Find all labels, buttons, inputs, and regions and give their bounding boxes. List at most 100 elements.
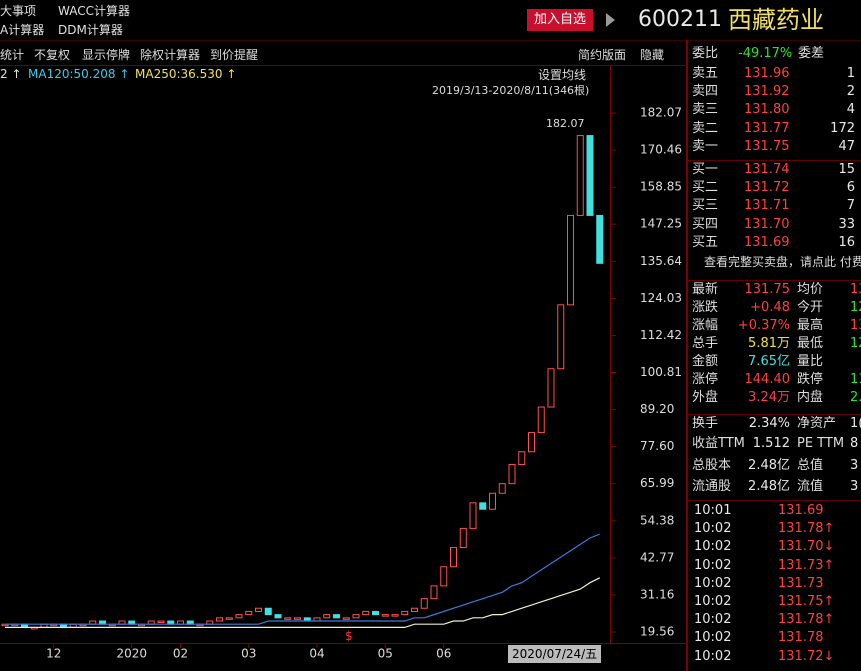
divider	[688, 280, 861, 281]
back-arrow[interactable]	[606, 13, 615, 27]
candle	[420, 598, 428, 609]
stat-value: 3	[850, 458, 859, 473]
book-price: 131.92	[744, 84, 790, 100]
toolbar-item[interactable]: 不复权	[34, 48, 71, 62]
candle	[323, 614, 331, 619]
stat-label: 量比	[797, 354, 824, 369]
candle	[450, 547, 457, 568]
y-tick-label: 135.64	[640, 254, 682, 268]
label: 委差	[798, 46, 825, 61]
toolbar-item[interactable]: 除权计算器	[140, 48, 201, 62]
tick-price: 131.78	[778, 630, 824, 646]
candle	[294, 617, 301, 620]
tick-time: 10:02	[694, 521, 732, 537]
axis-line	[0, 643, 686, 644]
candle	[372, 610, 379, 616]
stat-value: 12	[850, 300, 861, 315]
tick-price: 131.78↑	[778, 521, 835, 537]
menu-item[interactable]: A计算器	[0, 23, 45, 37]
book-price: 131.96	[744, 66, 790, 81]
book-price: 131.77	[744, 120, 790, 136]
toolbar-item[interactable]: 简约版面	[578, 48, 627, 62]
candle	[264, 607, 272, 616]
book-label: 卖一	[692, 138, 719, 154]
stat-value: 1(	[850, 416, 861, 431]
book-label: 买三	[692, 198, 719, 214]
candle	[333, 614, 340, 619]
candle	[274, 614, 282, 619]
stat-value: 13	[850, 282, 861, 297]
stat-value: 2.48亿	[748, 458, 790, 473]
toolbar-item[interactable]: 隐藏	[640, 48, 665, 62]
book-label: 买一	[692, 162, 719, 177]
legend-item: 2 ↑	[0, 67, 22, 81]
date-range: 2019/3/13-2020/8/11(346根)	[432, 84, 590, 97]
stat-value: 2.48亿	[748, 479, 790, 494]
x-tick-label: 12	[46, 647, 61, 661]
candle	[518, 451, 526, 466]
candle	[411, 607, 418, 612]
tick-price: 131.75↑	[778, 594, 835, 609]
tick-time: 10:02	[694, 648, 732, 664]
stat-value: 2.34%	[748, 416, 790, 431]
stat-value: +0.48	[750, 300, 790, 315]
stat-value: 11	[850, 372, 861, 387]
book-price: 131.72	[744, 180, 790, 196]
book-label: 卖四	[692, 84, 719, 100]
stat-label: 总手	[692, 336, 719, 351]
stat-label: PE TTM	[797, 436, 845, 451]
toolbar-item[interactable]: 显示停牌	[82, 48, 131, 62]
x-tick-label: 04	[309, 647, 324, 661]
toolbar-item[interactable]: 统计	[0, 48, 25, 62]
x-tick-label: 03	[241, 647, 256, 661]
book-volume: 16	[838, 234, 855, 250]
book-label: 买五	[692, 234, 719, 250]
menu-item[interactable]: DDM计算器	[58, 23, 123, 37]
stat-value: 1.512	[752, 436, 790, 451]
tick-time: 10:02	[694, 612, 732, 628]
book-label: 卖五	[692, 66, 719, 81]
ma-line	[5, 533, 600, 625]
book-price: 131.70	[744, 216, 790, 232]
x-tick-label: 05	[378, 647, 393, 661]
stat-value: 3	[850, 479, 859, 494]
candle	[342, 617, 350, 620]
tick-price: 131.78↑	[778, 612, 835, 628]
candle	[381, 614, 389, 617]
stat-label: 净资产	[797, 416, 837, 431]
candle	[352, 614, 360, 619]
event-marker: $	[345, 629, 353, 643]
full-book-link[interactable]: 查看完整买卖盘，请点此 付费	[704, 255, 861, 269]
candle	[469, 502, 477, 529]
tick-time: 10:02	[694, 630, 732, 646]
candle	[596, 214, 604, 264]
candle	[459, 527, 467, 549]
tick-price: 131.73	[778, 575, 824, 591]
candle	[508, 464, 516, 485]
menu-item[interactable]: 大事项	[0, 4, 37, 18]
stat-label: 跌停	[797, 372, 824, 387]
book-price: 131.80	[744, 102, 790, 118]
menu-item[interactable]: WACC计算器	[58, 4, 130, 18]
candle	[401, 610, 409, 616]
y-tick-label: 42.77	[640, 550, 674, 564]
divider	[0, 65, 686, 66]
stat-label: 均价	[797, 282, 824, 297]
ma-setting[interactable]: 设置均线	[538, 68, 587, 82]
stat-value: 2.	[850, 390, 861, 405]
tick-time: 10:02	[694, 575, 732, 591]
x-tick-label: 02	[173, 647, 188, 661]
stat-label: 外盘	[692, 390, 719, 405]
book-label: 卖三	[692, 102, 719, 118]
candle	[586, 135, 594, 216]
toolbar-item[interactable]: 到价提醒	[210, 48, 259, 62]
candle	[362, 610, 370, 616]
book-volume: 4	[846, 102, 855, 118]
candle	[547, 368, 555, 408]
stat-label: 金额	[692, 354, 719, 369]
add-watchlist-button[interactable]: 加入自选	[527, 9, 594, 31]
stat-value: 131.75	[744, 282, 791, 297]
y-tick-label: 112.42	[640, 328, 682, 342]
candle	[567, 214, 574, 306]
